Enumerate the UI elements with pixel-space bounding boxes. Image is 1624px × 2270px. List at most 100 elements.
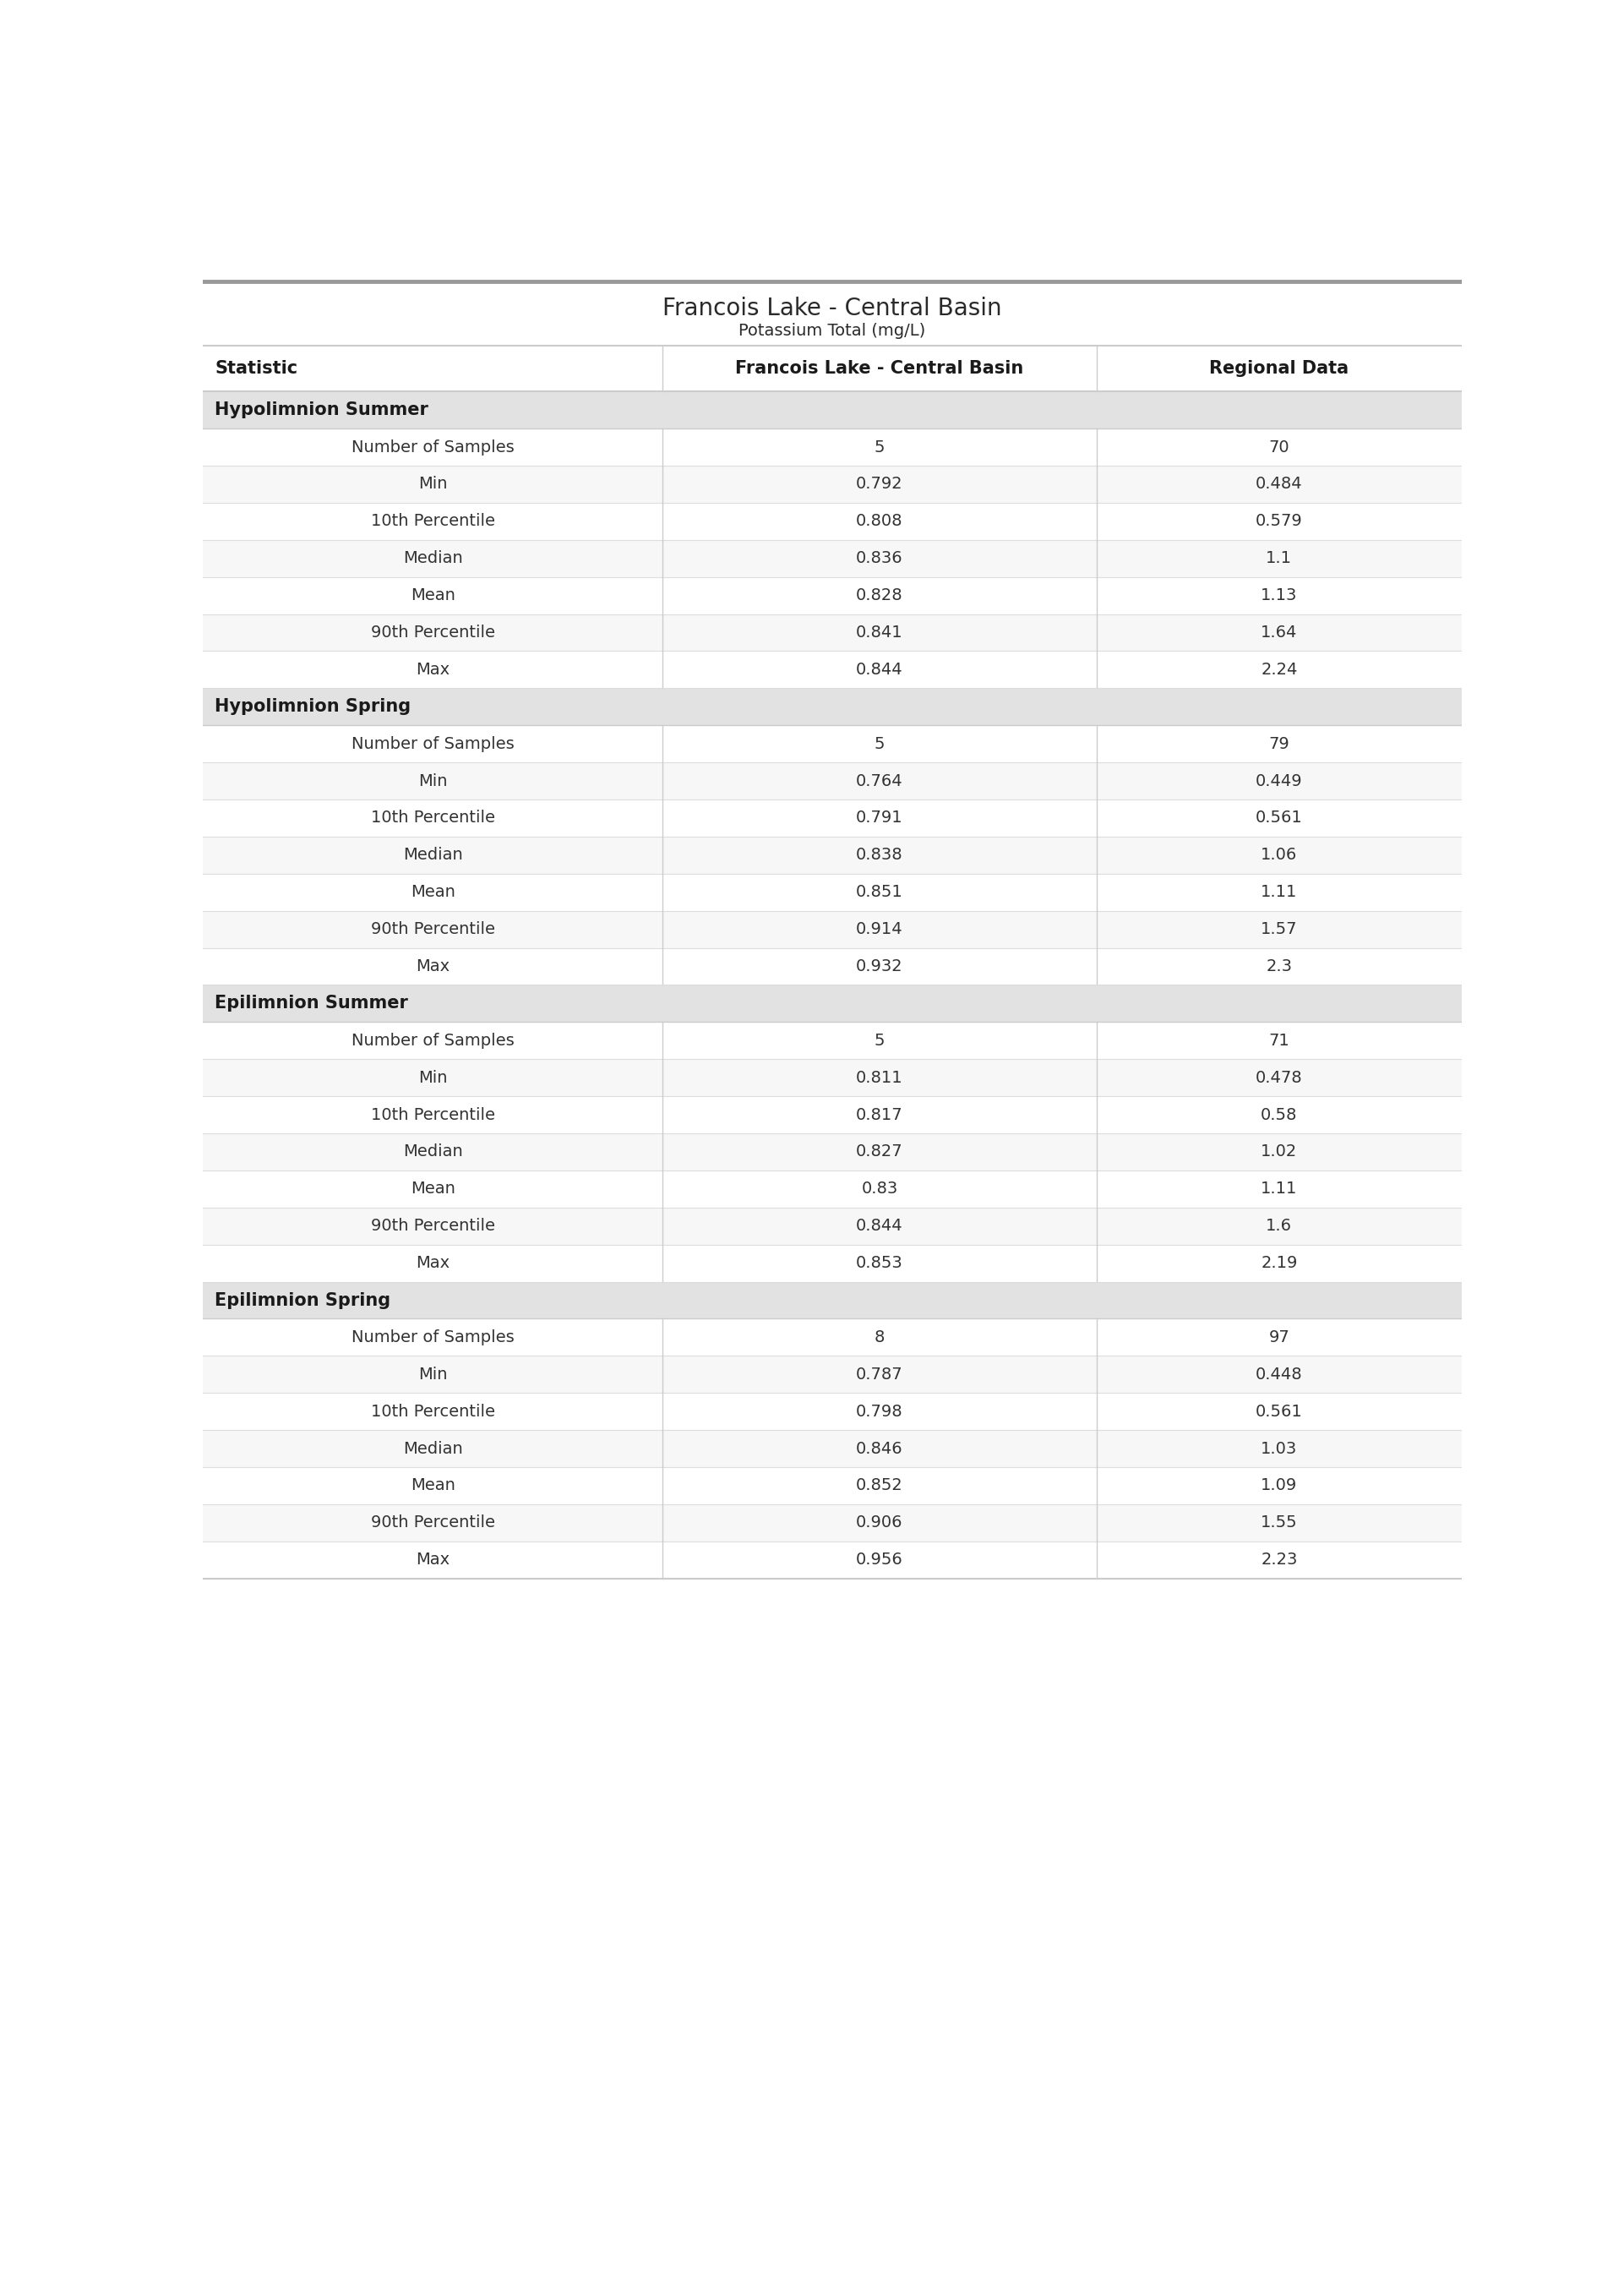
Text: Hypolimnion Summer: Hypolimnion Summer — [214, 402, 429, 418]
Bar — [203, 540, 1462, 577]
Bar — [203, 651, 1462, 688]
Text: 0.811: 0.811 — [856, 1069, 903, 1085]
Text: 0.798: 0.798 — [856, 1403, 903, 1419]
Text: 2.24: 2.24 — [1260, 661, 1298, 679]
Text: 1.09: 1.09 — [1260, 1478, 1298, 1494]
Text: 0.787: 0.787 — [856, 1367, 903, 1382]
Text: 0.853: 0.853 — [856, 1255, 903, 1271]
Bar — [203, 1022, 1462, 1060]
Text: 10th Percentile: 10th Percentile — [370, 810, 495, 826]
Text: 5: 5 — [874, 1033, 885, 1049]
Text: 0.844: 0.844 — [856, 1219, 903, 1235]
Bar — [203, 1394, 1462, 1430]
Text: 1.11: 1.11 — [1260, 885, 1298, 901]
Text: 0.478: 0.478 — [1255, 1069, 1302, 1085]
Text: 0.851: 0.851 — [856, 885, 903, 901]
Bar — [203, 1505, 1462, 1541]
Text: Number of Samples: Number of Samples — [351, 1330, 515, 1346]
Text: 1.02: 1.02 — [1260, 1144, 1298, 1160]
Text: 2.19: 2.19 — [1260, 1255, 1298, 1271]
Bar — [203, 1319, 1462, 1355]
Text: Min: Min — [417, 772, 447, 790]
Text: 0.836: 0.836 — [856, 549, 903, 568]
Text: 90th Percentile: 90th Percentile — [370, 624, 495, 640]
Bar — [203, 1541, 1462, 1578]
Text: 0.956: 0.956 — [856, 1553, 903, 1569]
Text: 0.83: 0.83 — [861, 1180, 898, 1196]
Text: Median: Median — [403, 847, 463, 863]
Text: Mean: Mean — [411, 1478, 455, 1494]
Text: Epilimnion Summer: Epilimnion Summer — [214, 994, 408, 1012]
Bar — [203, 429, 1462, 465]
Text: 90th Percentile: 90th Percentile — [370, 1514, 495, 1530]
Text: 0.764: 0.764 — [856, 772, 903, 790]
Text: 1.11: 1.11 — [1260, 1180, 1298, 1196]
Bar — [203, 949, 1462, 985]
Bar — [203, 1133, 1462, 1171]
Text: 0.828: 0.828 — [856, 588, 903, 604]
Text: 0.914: 0.914 — [856, 922, 903, 938]
Text: Potassium Total (mg/L): Potassium Total (mg/L) — [739, 322, 926, 338]
Bar — [203, 345, 1462, 390]
Text: 90th Percentile: 90th Percentile — [370, 1219, 495, 1235]
Bar — [203, 577, 1462, 615]
Text: 0.448: 0.448 — [1255, 1367, 1302, 1382]
Text: 0.852: 0.852 — [856, 1478, 903, 1494]
Text: 70: 70 — [1268, 438, 1289, 456]
Text: 8: 8 — [874, 1330, 885, 1346]
Bar — [203, 465, 1462, 502]
Text: Hypolimnion Spring: Hypolimnion Spring — [214, 699, 411, 715]
Text: 0.841: 0.841 — [856, 624, 903, 640]
Bar — [203, 390, 1462, 429]
Text: Min: Min — [417, 1367, 447, 1382]
Bar — [203, 688, 1462, 726]
Text: 79: 79 — [1268, 735, 1289, 751]
Text: 2.3: 2.3 — [1267, 958, 1293, 974]
Text: 1.6: 1.6 — [1267, 1219, 1293, 1235]
Text: Median: Median — [403, 1144, 463, 1160]
Text: 1.06: 1.06 — [1260, 847, 1298, 863]
Text: 0.808: 0.808 — [856, 513, 903, 529]
Bar — [203, 1060, 1462, 1096]
Bar — [203, 763, 1462, 799]
Text: 0.817: 0.817 — [856, 1108, 903, 1124]
Text: Statistic: Statistic — [214, 361, 297, 377]
Text: 0.561: 0.561 — [1255, 1403, 1302, 1419]
Text: 1.64: 1.64 — [1260, 624, 1298, 640]
Bar — [203, 838, 1462, 874]
Bar — [203, 1283, 1462, 1319]
Text: 10th Percentile: 10th Percentile — [370, 513, 495, 529]
Text: Max: Max — [416, 1255, 450, 1271]
Text: 90th Percentile: 90th Percentile — [370, 922, 495, 938]
Text: Min: Min — [417, 477, 447, 493]
Bar — [203, 1430, 1462, 1466]
Text: 0.846: 0.846 — [856, 1441, 903, 1457]
Text: Max: Max — [416, 1553, 450, 1569]
Text: 0.449: 0.449 — [1255, 772, 1302, 790]
Text: Epilimnion Spring: Epilimnion Spring — [214, 1292, 391, 1310]
Text: 0.484: 0.484 — [1255, 477, 1302, 493]
Bar — [203, 1096, 1462, 1133]
Text: 2.23: 2.23 — [1260, 1553, 1298, 1569]
Bar — [203, 1171, 1462, 1208]
Text: 0.58: 0.58 — [1260, 1108, 1298, 1124]
Text: 0.932: 0.932 — [856, 958, 903, 974]
Text: 97: 97 — [1268, 1330, 1289, 1346]
Text: 10th Percentile: 10th Percentile — [370, 1403, 495, 1419]
Bar — [203, 985, 1462, 1022]
Bar — [203, 910, 1462, 949]
Text: 0.792: 0.792 — [856, 477, 903, 493]
Text: 0.791: 0.791 — [856, 810, 903, 826]
Text: 0.838: 0.838 — [856, 847, 903, 863]
Text: 71: 71 — [1268, 1033, 1289, 1049]
Text: Median: Median — [403, 549, 463, 568]
Bar — [203, 1244, 1462, 1283]
Text: 0.827: 0.827 — [856, 1144, 903, 1160]
Text: 1.55: 1.55 — [1260, 1514, 1298, 1530]
Text: 1.13: 1.13 — [1260, 588, 1298, 604]
Bar — [203, 615, 1462, 651]
Text: 0.579: 0.579 — [1255, 513, 1302, 529]
Text: Francois Lake - Central Basin: Francois Lake - Central Basin — [663, 297, 1002, 320]
Text: Max: Max — [416, 958, 450, 974]
Text: Median: Median — [403, 1441, 463, 1457]
